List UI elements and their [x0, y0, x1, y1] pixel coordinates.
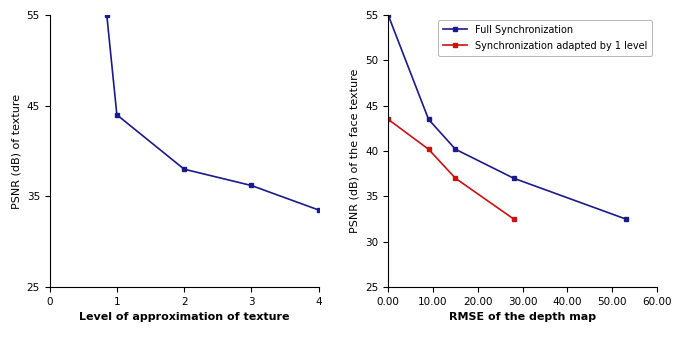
Synchronization adapted by 1 level [510, 217, 518, 221]
Full Synchronization [424, 117, 432, 121]
Line: Full Synchronization: Full Synchronization [386, 13, 628, 222]
Full Synchronization [510, 176, 518, 180]
Legend: Full Synchronization, Synchronization adapted by 1 level: Full Synchronization, Synchronization ad… [438, 20, 652, 56]
Full Synchronization [384, 13, 392, 17]
Synchronization adapted by 1 level [384, 117, 392, 121]
X-axis label: RMSE of the depth map: RMSE of the depth map [449, 312, 596, 322]
Full Synchronization [622, 217, 630, 221]
Synchronization adapted by 1 level [424, 147, 432, 151]
Y-axis label: PSNR (dB) of texture: PSNR (dB) of texture [11, 93, 21, 209]
Synchronization adapted by 1 level [451, 176, 460, 180]
Full Synchronization [451, 147, 460, 151]
X-axis label: Level of approximation of texture: Level of approximation of texture [79, 312, 290, 322]
Y-axis label: PSNR (dB) of the face texture: PSNR (dB) of the face texture [350, 69, 360, 233]
Line: Synchronization adapted by 1 level: Synchronization adapted by 1 level [386, 117, 516, 222]
